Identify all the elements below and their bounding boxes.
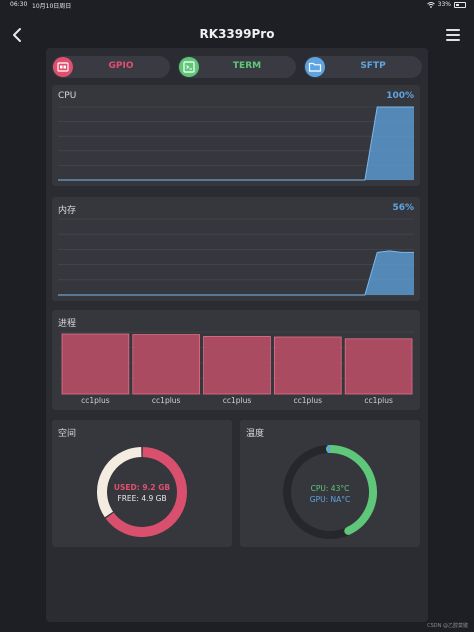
storage-free-label: FREE: 4.9 GB (117, 494, 166, 503)
process-label: cc1plus (223, 396, 252, 405)
storage-used-label: USED: 9.2 GB (114, 483, 171, 492)
sftp-button[interactable]: SFTP (304, 56, 422, 78)
cpu-title: CPU (58, 91, 77, 101)
back-button[interactable] (8, 26, 26, 44)
process-bar (344, 338, 413, 395)
battery-icon (454, 1, 466, 8)
temperature-cpu-arc (326, 445, 377, 535)
process-bar (132, 334, 201, 395)
gpio-button[interactable]: GPIO (52, 56, 170, 78)
temperature-cpu-label: CPU: 43°C (311, 484, 350, 493)
process-title: 进程 (58, 319, 77, 329)
status-date: 10月10日周日 (32, 3, 72, 10)
menu-button[interactable] (446, 29, 460, 41)
temperature-card: 温度 CPU: 43°C GPU: NA°C (240, 420, 420, 547)
storage-slice-used (105, 447, 187, 537)
storage-title: 空间 (58, 429, 77, 439)
gpio-icon (53, 57, 73, 77)
term-label: TERM (232, 61, 262, 71)
battery-fill (456, 3, 459, 6)
status-right: 33% (426, 1, 466, 8)
process-bar (273, 336, 342, 395)
hamburger-icon-line (446, 34, 460, 36)
memory-chart (58, 218, 414, 296)
navbar: RK3399Pro (0, 12, 474, 58)
cpu-chart-area (58, 107, 414, 180)
page-title: RK3399Pro (199, 27, 275, 41)
cpu-value: 100% (386, 91, 414, 101)
process-label: cc1plus (364, 396, 393, 405)
storage-slice-free (97, 447, 142, 518)
memory-chart-line (58, 250, 414, 296)
status-bar: 06:30 10月10日周日 33% (0, 0, 474, 10)
hamburger-icon (446, 29, 460, 31)
process-bar (203, 335, 271, 395)
sftp-label: SFTP (360, 61, 386, 71)
storage-chart: USED: 9.2 GB FREE: 4.9 GB (97, 447, 187, 537)
hamburger-icon-line (446, 39, 460, 41)
cpu-card: CPU 100% (52, 85, 420, 186)
process-card: 进程 cc1plus cc1plus cc1plus cc1plus cc1plus (52, 310, 420, 410)
temperature-gpu-marker (327, 445, 330, 453)
temperature-title: 温度 (246, 429, 265, 439)
gpio-label: GPIO (108, 61, 134, 71)
chevron-left-icon (13, 28, 21, 42)
wifi-icon (426, 1, 435, 8)
folder-icon (305, 57, 325, 77)
process-chart: cc1plus cc1plus cc1plus cc1plus cc1plus (60, 331, 414, 405)
memory-value: 56% (392, 203, 414, 213)
cpu-chart-line (58, 106, 414, 181)
term-button[interactable]: TERM (178, 56, 296, 78)
memory-chart-area (58, 250, 414, 295)
battery-percent: 33% (437, 1, 451, 8)
storage-card: 空间 USED: 9.2 GB FREE: 4.9 GB (52, 420, 232, 547)
process-label: cc1plus (294, 396, 323, 405)
process-label: cc1plus (81, 396, 110, 405)
process-label: cc1plus (152, 396, 181, 405)
memory-card: 内存 56% (52, 197, 420, 301)
cpu-chart (58, 106, 414, 181)
temperature-gpu-label: GPU: NA°C (310, 495, 350, 504)
memory-title: 内存 (58, 206, 77, 216)
status-time: 06:30 (10, 1, 28, 8)
terminal-icon (179, 57, 199, 77)
temperature-gauge: CPU: 43°C GPU: NA°C (283, 445, 377, 539)
footer-watermark: CSDN @乙醇莫键 (427, 623, 468, 629)
process-bar (61, 333, 130, 395)
